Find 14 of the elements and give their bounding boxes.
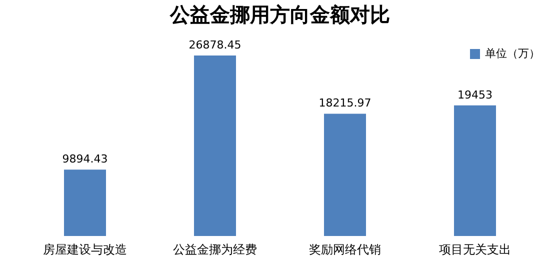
bar <box>64 170 106 236</box>
data-label: 26878.45 <box>188 38 242 52</box>
bar <box>194 56 236 236</box>
x-tick-label: 公益金挪为经费 <box>173 242 257 256</box>
bar <box>324 114 366 236</box>
x-tick-label: 项目无关支出 <box>439 242 511 256</box>
legend-label: 单位（万） <box>485 47 540 60</box>
x-tick-label: 奖励网络代销 <box>309 242 381 256</box>
bar <box>454 105 496 236</box>
data-label: 19453 <box>458 88 492 102</box>
chart-title: 公益金挪用方向金额对比 <box>169 2 390 27</box>
data-label: 9894.43 <box>62 152 108 166</box>
data-label: 18215.97 <box>318 96 372 110</box>
x-tick-label: 房屋建设与改造 <box>43 242 127 256</box>
